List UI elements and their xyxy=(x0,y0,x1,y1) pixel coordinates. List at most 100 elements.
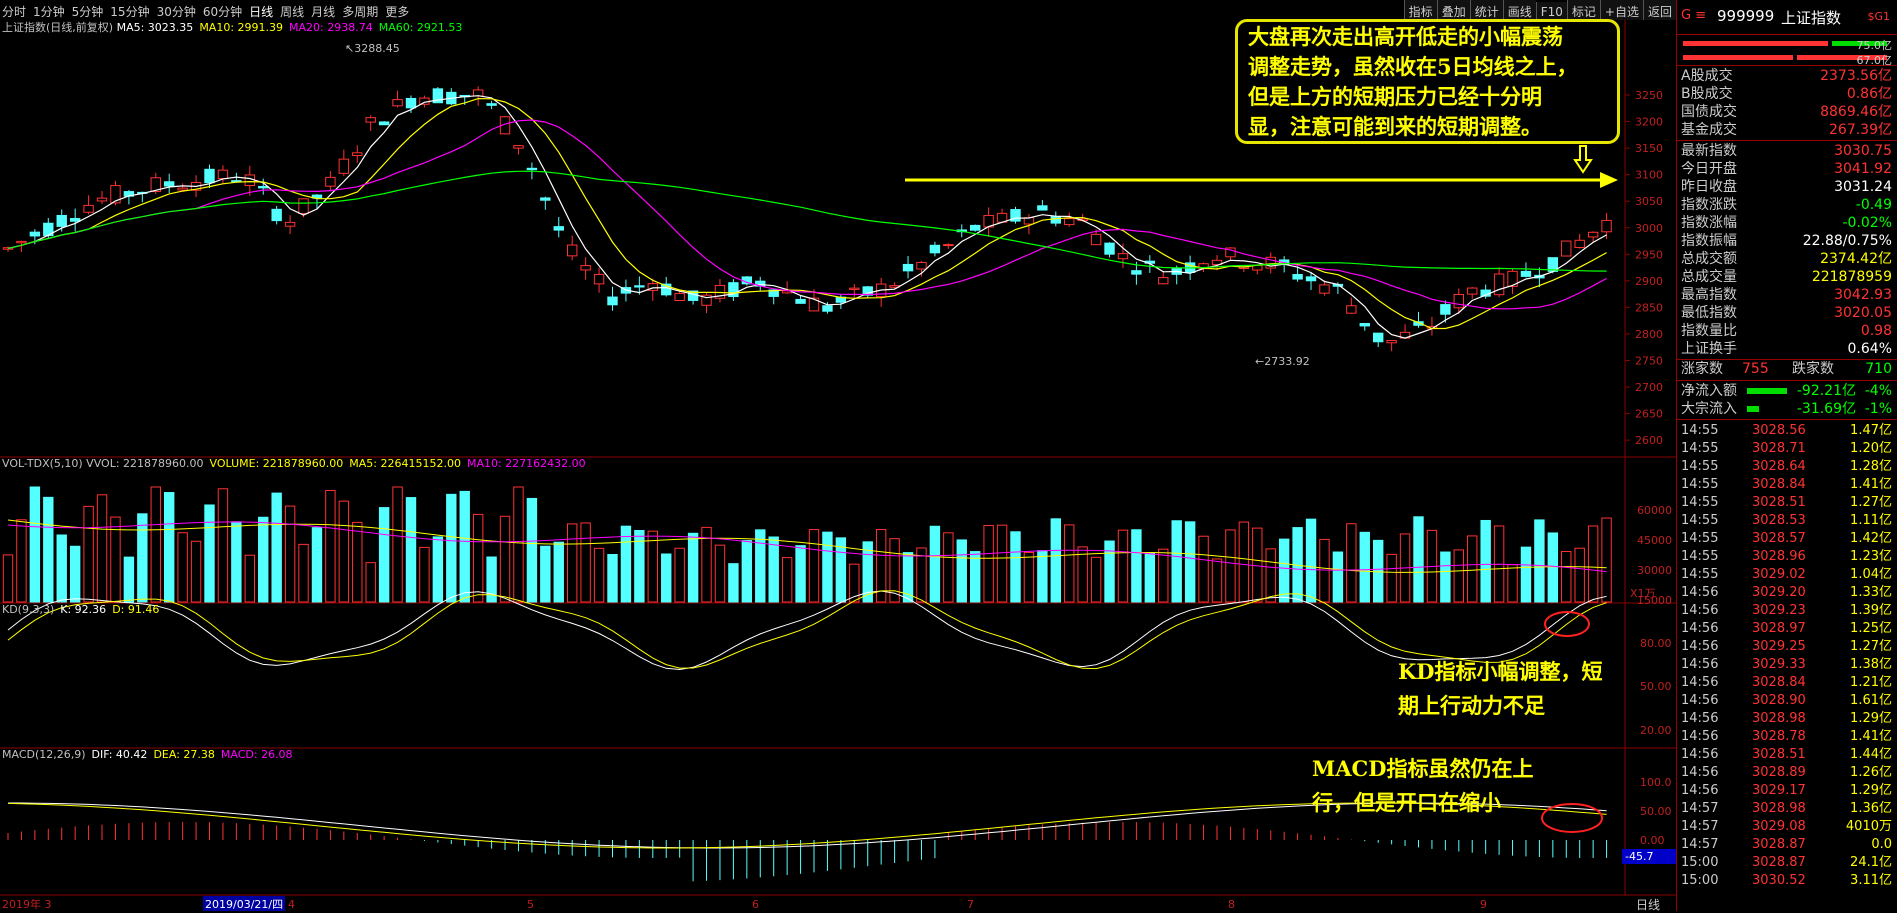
stat-value: -0.49 xyxy=(1855,197,1892,213)
ma20-line xyxy=(7,119,1607,310)
volume-bar xyxy=(1104,540,1115,603)
candle-body xyxy=(808,297,820,312)
candle-body xyxy=(150,177,161,192)
candle-body xyxy=(405,97,417,109)
volume-bar xyxy=(755,529,766,603)
volume-bar xyxy=(204,504,215,603)
stock-code: 999999 xyxy=(1717,7,1775,25)
volume-bar xyxy=(902,552,914,603)
toolbar-button-0[interactable]: 指标 xyxy=(1403,0,1437,20)
period-tab-5[interactable]: 60分钟 xyxy=(202,5,243,19)
stat-row: 指数涨跌 -0.49 xyxy=(1677,196,1897,214)
stat-row: 今日开盘 3041.92 xyxy=(1677,160,1897,178)
volume-bar xyxy=(1372,539,1384,603)
volume-bar xyxy=(1225,529,1236,603)
period-tab-1[interactable]: 1分钟 xyxy=(33,5,65,19)
up-count: 755 xyxy=(1742,361,1769,377)
vol-label-2: MA5: 226415152.00 xyxy=(349,457,461,470)
volume-bar xyxy=(177,532,188,603)
candle-body xyxy=(593,273,605,285)
buy-bar-red xyxy=(1683,41,1828,46)
tick-row: 14:55 3028.64 1.28亿 xyxy=(1677,458,1897,476)
tick-row: 14:55 3028.51 1.27亿 xyxy=(1677,494,1897,512)
tick-time: 14:57 xyxy=(1681,837,1719,852)
volume-bar xyxy=(83,505,94,603)
candle-body xyxy=(513,145,524,149)
candle-body xyxy=(1561,240,1572,257)
toolbar-button-6[interactable]: +自选 xyxy=(1599,0,1643,20)
volume-panel-header: VOL-TDX(5,10) VVOL: 221878960.00 VOLUME: … xyxy=(2,457,592,470)
tick-list[interactable]: 14:55 3028.56 1.47亿 14:55 3028.71 1.20亿 14:55 3… xyxy=(1677,420,1897,890)
stat-row: 指数振幅 22.88/0.75% xyxy=(1677,232,1897,250)
kd-label-0: KD(9,3,3) xyxy=(2,603,55,616)
volume-bar xyxy=(1010,531,1021,603)
volume-bar xyxy=(808,529,820,603)
period-tab-8[interactable]: 月线 xyxy=(311,5,336,19)
x-cursor-box xyxy=(203,896,285,911)
candle-body xyxy=(553,226,564,231)
macd-label-1: DIF: 40.42 xyxy=(91,748,148,761)
candle-body xyxy=(1117,253,1129,260)
tick-price: 3028.51 xyxy=(1752,747,1806,762)
volume-bar xyxy=(849,563,860,603)
stat-label: 最高指数 xyxy=(1681,287,1737,303)
volume-bar xyxy=(137,513,148,603)
sell-bar-red-2 xyxy=(1797,55,1887,60)
period-tab-4[interactable]: 30分钟 xyxy=(156,5,196,19)
tick-amount: 1.25亿 xyxy=(1850,621,1892,636)
annotation-callout: 大盘再次走出高开低走的小幅震荡 调整走势，虽然收在5日均线之上， 但是上方的短期压力… xyxy=(1235,19,1620,144)
volume-bar xyxy=(258,516,269,603)
turnover-value: 0.86亿 xyxy=(1846,86,1892,102)
volume-bar xyxy=(419,546,430,603)
period-tab-7[interactable]: 周线 xyxy=(280,5,305,19)
candle-body xyxy=(258,185,269,189)
period-tab-9[interactable]: 多周期 xyxy=(342,5,379,19)
tick-price: 3029.08 xyxy=(1752,819,1806,834)
period-tab-0[interactable]: 分时 xyxy=(2,5,27,19)
volume-bar xyxy=(1547,532,1559,603)
volume-bar xyxy=(728,563,739,603)
volume-bar xyxy=(499,515,511,603)
volume-bar xyxy=(969,551,981,603)
volume-bar xyxy=(217,488,229,603)
volume-bar xyxy=(1332,551,1344,603)
toolbar-button-7[interactable]: 返回 xyxy=(1642,0,1676,20)
tick-row: 14:56 3029.25 1.27亿 xyxy=(1677,638,1897,656)
candle-body xyxy=(566,244,578,257)
tick-amount: 1.61亿 xyxy=(1850,693,1892,708)
period-tab-2[interactable]: 5分钟 xyxy=(71,5,104,19)
toolbar-button-5[interactable]: 标记 xyxy=(1566,0,1600,20)
volume-bar xyxy=(338,500,350,603)
tick-time: 14:55 xyxy=(1681,495,1719,510)
volume-bar xyxy=(1520,546,1532,603)
kd-note-line-0: KD指标小幅调整，短 xyxy=(1398,659,1603,684)
tick-amount: 1.11亿 xyxy=(1850,513,1892,528)
main-y-tick: 2750 xyxy=(1635,355,1663,368)
volume-bar xyxy=(687,532,699,603)
toolbar-button-1[interactable]: 叠加 xyxy=(1436,0,1470,20)
stat-row: 总成交额 2374.42亿 xyxy=(1677,250,1897,268)
toolbar-button-4[interactable]: F10 xyxy=(1535,2,1567,19)
candle-body xyxy=(1010,209,1021,222)
kd-label-2: D: 91.46 xyxy=(112,603,160,616)
macd-panel-header: MACD(12,26,9) DIF: 40.42 DEA: 27.38 MACD: 2… xyxy=(2,748,299,761)
toolbar-button-3[interactable]: 画线 xyxy=(1502,0,1536,20)
x-axis-label: 5 xyxy=(527,898,534,911)
candle-body xyxy=(56,214,67,227)
low-label: ←2733.92 xyxy=(1255,355,1310,368)
candle-body xyxy=(943,244,954,247)
macd-y-tick: 50.00 xyxy=(1640,805,1672,818)
sidebar-header: G ≡ 999999 上证指数 $G1 xyxy=(1677,0,1897,35)
volume-bar xyxy=(1534,519,1545,603)
volume-bar xyxy=(1090,556,1102,603)
tick-row: 14:56 3028.90 1.61亿 xyxy=(1677,692,1897,710)
period-tab-10[interactable]: 更多 xyxy=(385,5,410,19)
chart-area[interactable]: 分时 1分钟 5分钟 15分钟 30分钟 60分钟 日线 周线 月线 多周期 更多 指标 叠加 统计 画线… xyxy=(0,0,1676,912)
volume-bar xyxy=(822,531,833,603)
tick-price: 3029.20 xyxy=(1752,585,1806,600)
flow-pct: -4% xyxy=(1864,383,1892,399)
period-tab-3[interactable]: 15分钟 xyxy=(110,5,150,19)
toolbar-button-2[interactable]: 统计 xyxy=(1469,0,1503,20)
tick-time: 14:57 xyxy=(1681,819,1719,834)
period-tab-6[interactable]: 日线 xyxy=(249,5,274,19)
